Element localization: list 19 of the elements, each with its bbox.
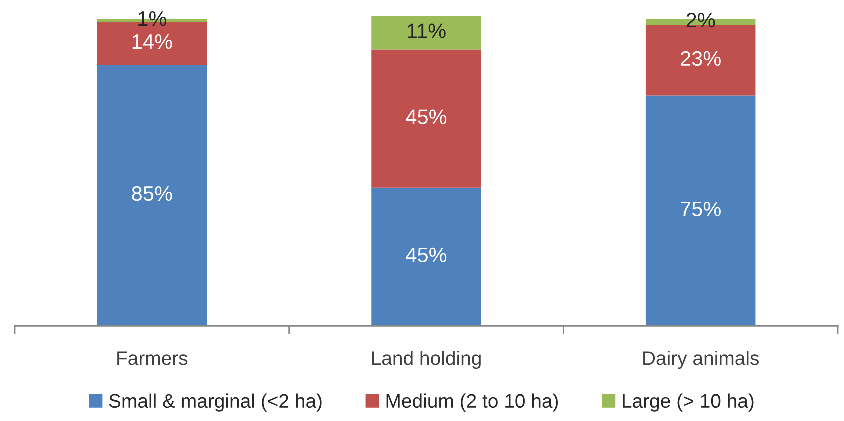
- data-label: 23%: [681, 51, 721, 66]
- legend-label: Large (> 10 ha): [623, 394, 754, 412]
- legend-label: Small & marginal (<2 ha): [109, 394, 322, 412]
- data-label: 85%: [132, 186, 172, 202]
- data-label: 45%: [406, 248, 447, 263]
- bar: [97, 65, 208, 326]
- x-tick-label: Farmers: [118, 352, 188, 366]
- data-label: 14%: [132, 34, 172, 50]
- x-tick-label: Dairy animals: [644, 351, 760, 370]
- data-label: 75%: [681, 202, 721, 216]
- x-tick-label: Land holding: [372, 351, 481, 370]
- legend-label: Medium (2 to 10 ha): [386, 394, 558, 412]
- bar: [372, 188, 482, 326]
- bar: [372, 16, 482, 50]
- bar: [646, 96, 756, 326]
- bar: [372, 50, 482, 188]
- data-label: 45%: [406, 110, 447, 124]
- data-label: 1%: [138, 12, 166, 26]
- data-label: 11%: [408, 24, 446, 38]
